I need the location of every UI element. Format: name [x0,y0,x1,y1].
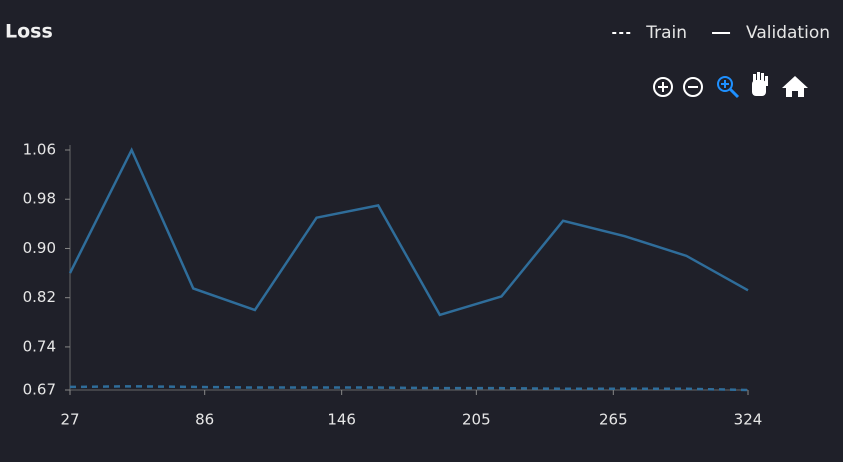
toolbar [653,72,808,99]
pan-button[interactable] [752,72,768,96]
chart-title: Loss [5,21,53,43]
x-tick-label: 27 [60,411,79,429]
x-tick-label: 86 [195,411,214,429]
x-tick-label: 205 [462,411,491,429]
legend-label: Train [645,23,687,43]
legend-label: Validation [746,23,830,43]
y-tick-label: 0.82 [23,288,56,306]
x-tick-label: 146 [327,411,356,429]
x-tick-label: 324 [734,411,763,429]
y-tick-label: 0.98 [23,190,56,208]
y-tick-label: 0.67 [23,381,56,399]
x-tick-label: 265 [599,411,628,429]
y-tick-label: 1.06 [23,141,56,159]
zoom-select-button[interactable] [717,76,740,99]
y-tick-label: 0.74 [23,337,56,355]
reset-button[interactable] [782,76,808,97]
series-line [69,385,749,392]
series-line [68,147,749,317]
y-tick-label: 0.90 [23,239,56,257]
zoom-out-button[interactable] [683,77,703,97]
zoom-in-button[interactable] [653,77,673,97]
